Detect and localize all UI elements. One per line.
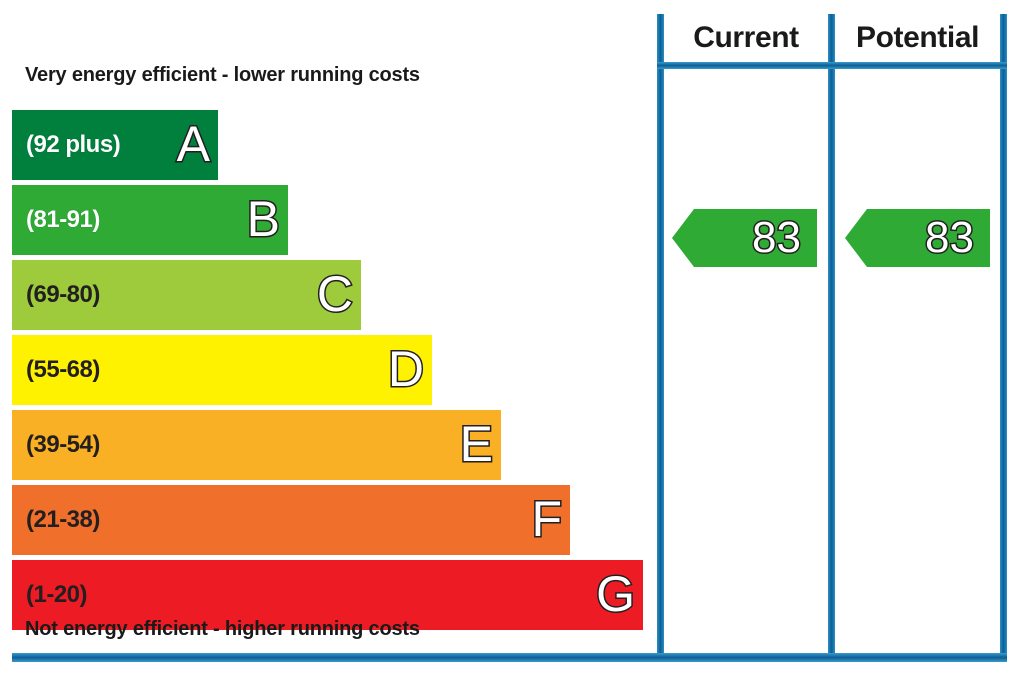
band-row-f: (21-38) F — [12, 485, 570, 555]
column-header-current: Current — [664, 15, 828, 61]
band-letter-e: E — [458, 416, 494, 472]
band-row-g: (1-20) G — [12, 560, 643, 630]
band-row-e: (39-54) E — [12, 410, 501, 480]
band-range-a: (92 plus) — [26, 131, 121, 158]
band-row-c: (69-80) C — [12, 260, 361, 330]
band-letter-g: G — [595, 566, 637, 622]
top-caption: Very energy efficient - lower running co… — [25, 64, 420, 86]
band-row-d: (55-68) D — [12, 335, 432, 405]
current-rating-value: 83 — [751, 213, 803, 262]
band-range-b: (81-91) — [26, 206, 100, 233]
column-header-underline — [657, 62, 1007, 69]
column-divider-middle — [828, 14, 835, 658]
chart-bottom-rule — [12, 653, 1007, 662]
band-row-a: (92 plus) A — [12, 110, 218, 180]
bottom-caption: Not energy efficient - higher running co… — [25, 618, 420, 640]
band-range-c: (69-80) — [26, 281, 100, 308]
column-header-current-label: Current — [693, 21, 799, 54]
band-range-d: (55-68) — [26, 356, 100, 383]
band-letter-b: B — [245, 191, 281, 247]
band-range-f: (21-38) — [26, 506, 100, 533]
potential-rating-arrow: 83 — [845, 209, 990, 267]
column-divider-left — [657, 14, 664, 658]
column-header-potential-label: Potential — [855, 21, 980, 54]
band-row-b: (81-91) B — [12, 185, 288, 255]
band-letter-d: D — [386, 341, 425, 397]
band-list: (92 plus) A (81-91) B (69-80) C (55-68) … — [12, 110, 643, 630]
band-range-g: (1-20) — [26, 581, 88, 608]
column-divider-right — [1000, 14, 1007, 658]
column-header-potential: Potential — [835, 15, 1000, 61]
band-letter-a: A — [175, 116, 211, 172]
band-range-e: (39-54) — [26, 431, 100, 458]
band-letter-c: C — [315, 266, 354, 322]
band-letter-f: F — [530, 491, 564, 547]
potential-rating-value: 83 — [924, 213, 976, 262]
current-rating-arrow: 83 — [672, 209, 817, 267]
